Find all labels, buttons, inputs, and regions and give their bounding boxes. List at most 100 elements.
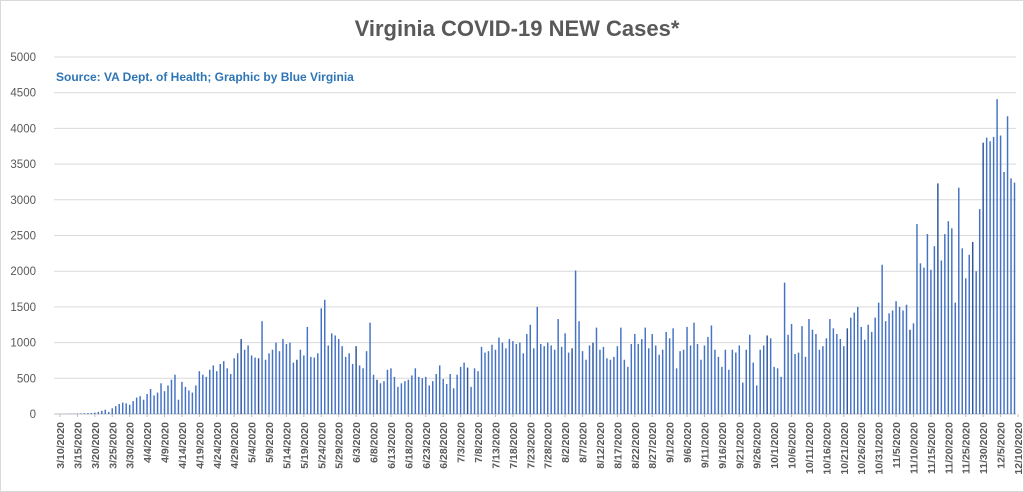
bar — [466, 367, 469, 414]
bar — [679, 351, 681, 414]
bar — [324, 299, 326, 414]
bar — [526, 334, 528, 414]
bar — [83, 413, 86, 414]
x-tick-label: 8/17/2020 — [612, 422, 624, 469]
x-tick-label: 9/21/2020 — [734, 422, 746, 469]
bar — [783, 282, 786, 414]
x-tick-label: 6/3/2020 — [351, 422, 363, 463]
bar — [961, 248, 963, 414]
bar — [752, 362, 754, 414]
bar — [233, 358, 235, 414]
bar — [484, 352, 486, 414]
bar — [585, 359, 587, 414]
bar — [689, 345, 692, 414]
bar — [282, 339, 284, 414]
bar — [195, 385, 197, 414]
bar — [557, 319, 559, 414]
y-tick-label: 500 — [17, 373, 36, 385]
bar — [470, 386, 472, 414]
x-tick-label: 7/3/2020 — [456, 422, 468, 463]
x-tick-label: 5/9/2020 — [264, 422, 276, 463]
bar — [672, 328, 674, 414]
bar — [320, 308, 322, 414]
x-tick-label: 9/1/2020 — [665, 422, 677, 463]
bar — [198, 371, 201, 414]
bars — [59, 99, 1016, 415]
bar — [477, 371, 479, 414]
bar — [278, 351, 281, 414]
bar — [985, 137, 988, 414]
x-tick-label: 9/26/2020 — [752, 422, 764, 469]
x-tick-label: 8/2/2020 — [560, 422, 572, 463]
bar — [675, 368, 678, 414]
bar — [327, 345, 329, 414]
bar — [254, 357, 256, 414]
bar — [703, 345, 706, 414]
bar — [564, 333, 566, 414]
bar — [710, 325, 713, 414]
bar — [850, 317, 852, 414]
bar — [512, 341, 514, 414]
y-axis-ticks: 0 500 1000 1500 2000 2500 3000 3500 4000 4500 5000 — [10, 52, 36, 421]
x-tick-label: 8/22/2020 — [630, 422, 642, 469]
bar — [609, 359, 612, 414]
bar — [149, 389, 152, 414]
bar — [153, 395, 155, 414]
bar — [606, 358, 608, 414]
bar — [87, 413, 89, 414]
bar — [170, 379, 173, 414]
bar — [996, 99, 998, 414]
x-tick-label: 6/28/2020 — [438, 422, 450, 469]
x-tick-label: 11/20/2020 — [943, 422, 955, 474]
gridlines — [54, 56, 1016, 415]
x-tick-label: 10/11/2020 — [804, 422, 816, 474]
bar — [508, 339, 511, 414]
bar — [839, 339, 842, 414]
bar — [992, 136, 995, 414]
bar — [257, 358, 260, 414]
bar — [846, 328, 849, 414]
source-annotation: Source: VA Dept. of Health; Graphic by B… — [56, 70, 354, 84]
bar — [543, 346, 545, 414]
bar — [491, 344, 493, 414]
bar — [728, 369, 730, 414]
bar — [306, 326, 309, 414]
bar — [724, 349, 727, 414]
x-tick-label: 6/8/2020 — [369, 422, 381, 463]
bar — [163, 391, 166, 414]
bar — [592, 342, 594, 414]
x-tick-label: 10/31/2020 — [874, 422, 886, 475]
bar — [344, 356, 347, 414]
bar — [519, 342, 521, 414]
x-tick-label: 11/10/2020 — [908, 422, 920, 474]
bar — [334, 335, 336, 414]
x-tick-label: 7/23/2020 — [525, 422, 537, 469]
bar — [944, 234, 946, 414]
bar — [365, 351, 368, 414]
bar — [177, 399, 180, 414]
bar — [348, 353, 350, 414]
bar — [181, 381, 183, 414]
bar — [867, 324, 869, 414]
bar — [463, 362, 465, 414]
bar — [80, 413, 82, 414]
bar — [818, 349, 821, 414]
x-tick-label: 7/18/2020 — [508, 422, 520, 469]
bar — [115, 406, 117, 414]
y-tick-label: 1000 — [10, 338, 36, 350]
bar — [498, 337, 500, 414]
bar — [811, 329, 814, 414]
bar — [139, 396, 141, 414]
bar — [790, 324, 793, 414]
bar — [637, 344, 640, 414]
x-tick-label: 6/13/2020 — [386, 422, 398, 469]
bar — [393, 376, 396, 414]
bar — [432, 381, 434, 414]
bar — [891, 310, 894, 414]
bar — [654, 345, 657, 414]
bar — [613, 356, 615, 414]
bar — [595, 327, 598, 414]
bar — [616, 346, 619, 414]
bar — [648, 348, 650, 414]
bar — [438, 365, 441, 414]
